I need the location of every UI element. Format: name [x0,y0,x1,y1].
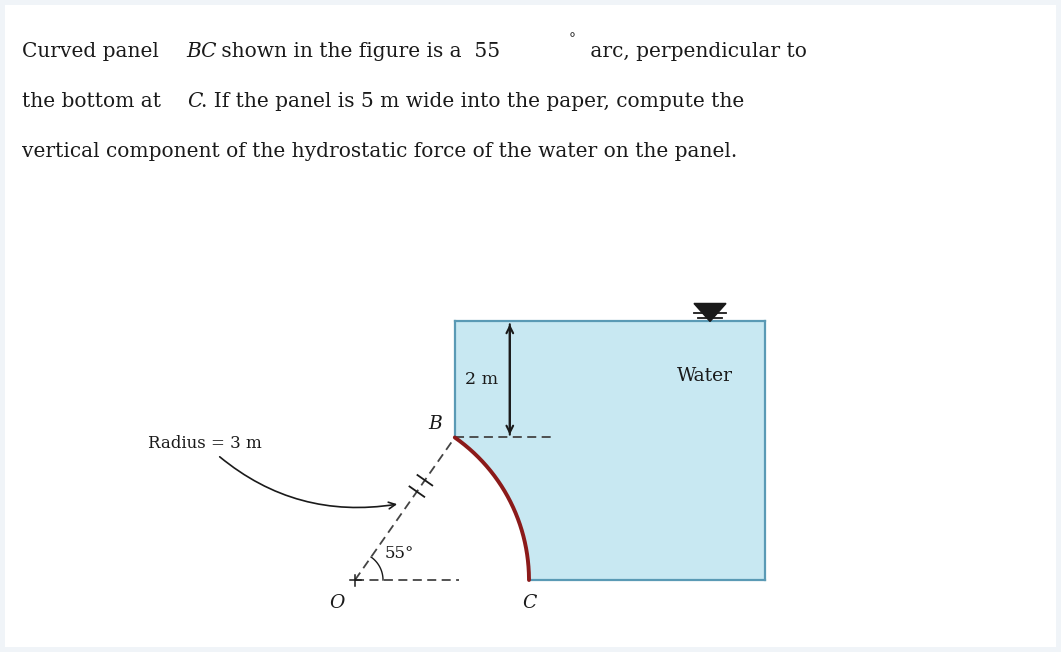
Text: Radius = 3 m: Radius = 3 m [149,436,396,509]
Text: °: ° [569,32,576,46]
Text: the bottom at: the bottom at [22,92,168,111]
Text: arc, perpendicular to: arc, perpendicular to [584,42,806,61]
Text: Curved panel: Curved panel [22,42,166,61]
Text: B: B [428,415,441,434]
Text: C: C [188,92,203,111]
Polygon shape [694,303,726,321]
Text: vertical component of the hydrostatic force of the water on the panel.: vertical component of the hydrostatic fo… [22,142,737,161]
FancyBboxPatch shape [5,5,1056,647]
Text: C: C [522,594,536,612]
Polygon shape [455,321,765,580]
Text: . If the panel is 5 m wide into the paper, compute the: . If the panel is 5 m wide into the pape… [201,92,744,111]
Text: Water: Water [677,368,733,385]
Text: 2 m: 2 m [465,371,498,388]
Text: BC: BC [187,42,218,61]
Text: O: O [329,594,345,612]
Text: shown in the figure is a  55: shown in the figure is a 55 [215,42,500,61]
Text: 55°: 55° [385,545,415,562]
